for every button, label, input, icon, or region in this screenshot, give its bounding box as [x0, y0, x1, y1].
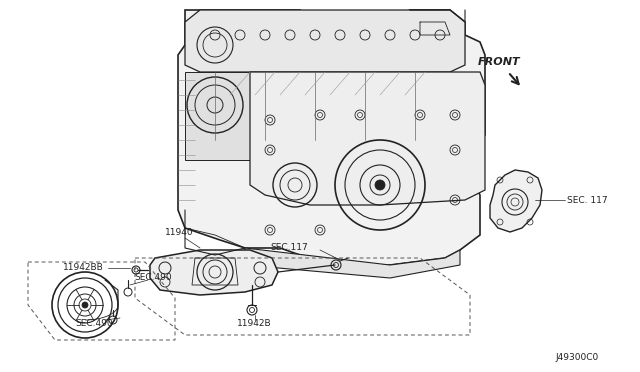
Text: J49300C0: J49300C0	[555, 353, 598, 362]
Text: SEC.490: SEC.490	[75, 318, 113, 327]
Text: FRONT: FRONT	[478, 57, 520, 67]
Text: SEC.117: SEC.117	[270, 244, 308, 253]
Text: 11942BB: 11942BB	[63, 263, 104, 272]
Circle shape	[82, 302, 88, 308]
Polygon shape	[150, 250, 278, 295]
Circle shape	[375, 180, 385, 190]
Text: SEC. 117: SEC. 117	[567, 196, 607, 205]
Text: 11942B: 11942B	[237, 320, 271, 328]
Polygon shape	[490, 170, 542, 232]
Text: SEC.490: SEC.490	[134, 273, 172, 282]
Text: 11940: 11940	[165, 228, 194, 237]
Polygon shape	[245, 248, 460, 278]
Polygon shape	[178, 10, 485, 265]
Polygon shape	[185, 10, 465, 72]
Polygon shape	[185, 72, 250, 160]
Polygon shape	[250, 72, 485, 205]
